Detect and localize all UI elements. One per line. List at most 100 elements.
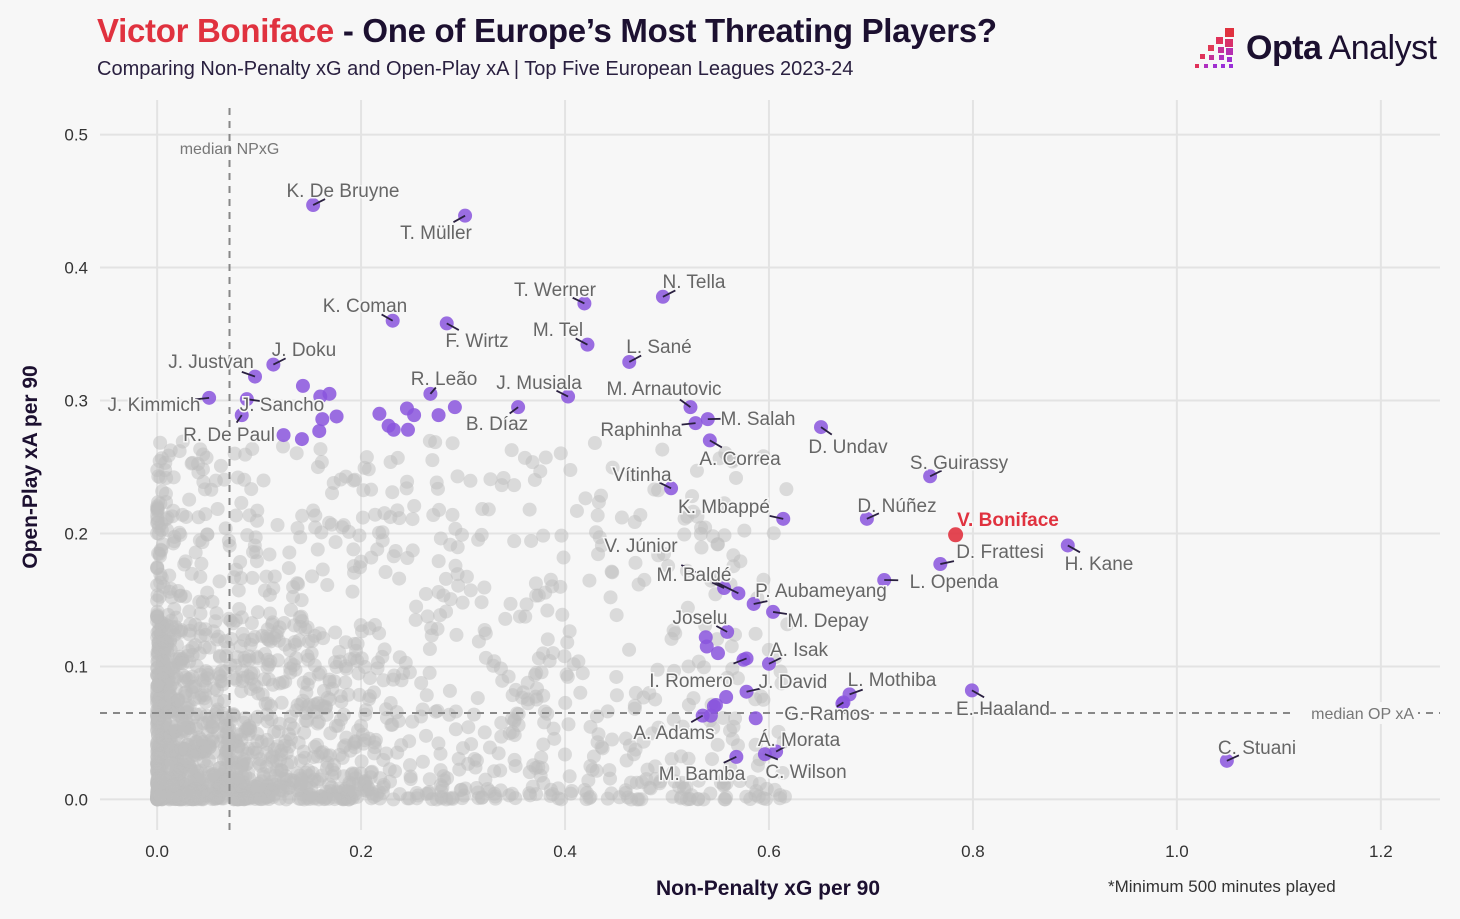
title-rest: - One of Europe’s Most Threating Players… bbox=[333, 12, 997, 49]
x-tick-label: 1.0 bbox=[1165, 842, 1189, 861]
other-player-point bbox=[466, 707, 481, 722]
other-player-point bbox=[547, 731, 562, 746]
other-player-point bbox=[589, 525, 604, 540]
other-player-point bbox=[609, 608, 624, 623]
other-player-point bbox=[194, 688, 209, 703]
other-player-point bbox=[569, 503, 584, 518]
other-player-point bbox=[249, 545, 264, 560]
other-player-point bbox=[226, 772, 241, 787]
other-player-point bbox=[779, 482, 794, 497]
other-player-point bbox=[583, 719, 598, 734]
other-player-point bbox=[494, 729, 509, 744]
leader-line-t-muller bbox=[453, 214, 466, 223]
player-label-j-kimmich: J. Kimmich bbox=[108, 395, 201, 416]
other-player-point bbox=[353, 618, 368, 633]
other-player-point bbox=[322, 515, 337, 530]
other-player-point bbox=[261, 672, 276, 687]
other-player-point bbox=[474, 527, 489, 542]
other-player-point bbox=[604, 786, 619, 801]
featured-player-point bbox=[431, 408, 446, 423]
other-player-point bbox=[297, 750, 312, 765]
other-player-point bbox=[672, 779, 687, 794]
other-player-point bbox=[262, 547, 277, 562]
other-player-point bbox=[277, 637, 292, 652]
other-player-point bbox=[409, 791, 424, 806]
featured-player-point bbox=[276, 428, 291, 443]
other-player-point bbox=[508, 759, 523, 774]
other-player-point bbox=[555, 607, 570, 622]
other-player-point bbox=[240, 528, 255, 543]
other-player-point bbox=[315, 562, 330, 577]
other-player-point bbox=[227, 446, 242, 461]
leader-line-m-bamba bbox=[723, 756, 737, 764]
other-player-point bbox=[750, 758, 765, 773]
other-player-point bbox=[422, 642, 437, 657]
leader-line-h-kane bbox=[1067, 544, 1081, 554]
other-player-point bbox=[558, 695, 573, 710]
other-player-point bbox=[590, 508, 605, 523]
other-player-point bbox=[328, 535, 343, 550]
other-player-point bbox=[376, 673, 391, 688]
other-player-point bbox=[346, 542, 361, 557]
other-player-point bbox=[426, 508, 441, 523]
other-player-point bbox=[402, 758, 417, 773]
other-player-point bbox=[310, 542, 325, 557]
leader-line-k-mbappe bbox=[769, 515, 784, 520]
other-player-point bbox=[559, 667, 574, 682]
other-player-point bbox=[274, 695, 289, 710]
other-player-point bbox=[155, 484, 170, 499]
other-player-point bbox=[181, 644, 196, 659]
player-label-i-romero: I. Romero bbox=[649, 671, 732, 692]
other-player-point bbox=[477, 725, 492, 740]
other-player-point bbox=[310, 737, 325, 752]
featured-player-point bbox=[710, 646, 725, 661]
other-player-point bbox=[156, 632, 171, 647]
other-player-point bbox=[291, 735, 306, 750]
player-label-m-bamba: M. Bamba bbox=[659, 764, 746, 785]
other-player-point bbox=[562, 769, 577, 784]
other-player-point bbox=[582, 573, 597, 588]
other-player-point bbox=[289, 703, 304, 718]
other-player-point bbox=[213, 458, 228, 473]
opta-analyst-logo: Opta Analyst bbox=[1194, 26, 1437, 70]
other-player-point bbox=[270, 518, 285, 533]
other-player-point bbox=[151, 646, 166, 661]
other-player-point bbox=[503, 596, 518, 611]
other-player-point bbox=[210, 683, 225, 698]
other-player-point bbox=[483, 472, 498, 487]
other-player-point bbox=[178, 742, 193, 757]
other-player-point bbox=[536, 646, 551, 661]
other-player-point bbox=[627, 515, 642, 530]
other-player-point bbox=[192, 646, 207, 661]
other-player-point bbox=[775, 765, 790, 780]
leader-line-c-stuani bbox=[1226, 754, 1240, 762]
other-player-point bbox=[566, 657, 581, 672]
player-label-n-tella: N. Tella bbox=[662, 272, 725, 293]
other-player-point bbox=[361, 692, 376, 707]
other-player-point bbox=[325, 762, 340, 777]
other-player-point bbox=[150, 750, 165, 765]
player-label-raphinha: Raphinha bbox=[600, 420, 682, 441]
leader-line-m-arnautovic bbox=[679, 398, 691, 408]
x-tick-label: 0.2 bbox=[349, 842, 373, 861]
logo-bold: Opta bbox=[1246, 28, 1322, 67]
median-opxa-label-bg bbox=[1292, 701, 1418, 724]
other-player-point bbox=[502, 788, 517, 803]
other-player-point bbox=[353, 554, 368, 569]
other-player-point bbox=[356, 483, 371, 498]
other-player-point bbox=[589, 709, 604, 724]
other-player-point bbox=[422, 665, 437, 680]
other-player-point bbox=[537, 704, 552, 719]
y-tick-label: 0.3 bbox=[64, 392, 88, 411]
other-player-point bbox=[628, 685, 643, 700]
other-player-point bbox=[235, 742, 250, 757]
other-player-point bbox=[429, 475, 444, 490]
other-player-point bbox=[495, 673, 510, 688]
other-player-point bbox=[418, 586, 433, 601]
other-player-point bbox=[213, 669, 228, 684]
other-player-point bbox=[557, 747, 572, 762]
x-tick-label: 0.8 bbox=[961, 842, 985, 861]
player-label-v-boniface: V. Boniface bbox=[957, 510, 1059, 531]
